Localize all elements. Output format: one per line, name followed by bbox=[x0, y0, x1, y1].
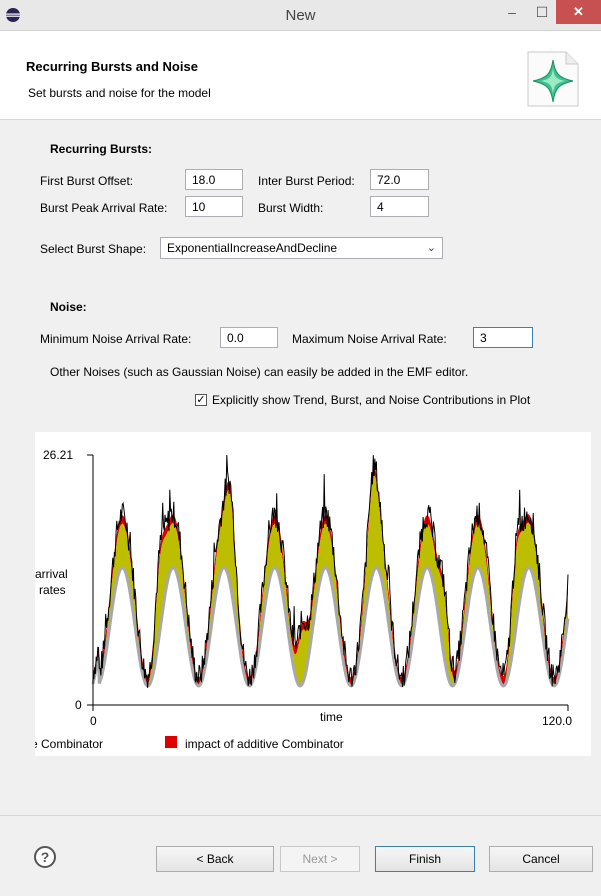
first-burst-offset-label: First Burst Offset: bbox=[40, 174, 134, 188]
show-contributions-label: Explicitly show Trend, Burst, and Noise … bbox=[212, 393, 531, 407]
noise-section-title: Noise: bbox=[50, 300, 87, 314]
arrival-rate-plot: 26.21 0 0 120.0 time arrival rates e Combinator… bbox=[35, 432, 591, 756]
window-title: New bbox=[285, 7, 316, 24]
x-tick-label-start: 0 bbox=[90, 714, 97, 728]
burst-width-label: Burst Width: bbox=[258, 201, 324, 215]
page-title: Recurring Bursts and Noise bbox=[26, 59, 198, 74]
page-subtitle: Set bursts and noise for the model bbox=[28, 86, 211, 100]
x-axis-label: time bbox=[320, 710, 343, 724]
show-contributions-checkbox[interactable]: ✓ bbox=[195, 394, 207, 406]
close-button[interactable]: ✕ bbox=[556, 0, 601, 24]
wizard-banner-icon bbox=[527, 51, 579, 107]
burst-shape-value: ExponentialIncreaseAndDecline bbox=[167, 241, 338, 255]
noise-info-text: Other Noises (such as Gaussian Noise) ca… bbox=[50, 365, 469, 379]
title-bar: New – ☐ ✕ bbox=[0, 0, 601, 31]
x-tick-label-end: 120.0 bbox=[542, 714, 572, 728]
eclipse-icon bbox=[6, 8, 20, 22]
finish-button[interactable]: Finish bbox=[375, 846, 475, 872]
min-noise-input[interactable]: 0.0 bbox=[220, 327, 278, 348]
inter-burst-period-label: Inter Burst Period: bbox=[258, 174, 355, 188]
burst-peak-rate-input[interactable]: 10 bbox=[185, 196, 243, 217]
max-noise-label: Maximum Noise Arrival Rate: bbox=[292, 332, 447, 346]
burst-width-input[interactable]: 4 bbox=[370, 196, 429, 217]
trend-line bbox=[91, 565, 570, 688]
help-icon[interactable]: ? bbox=[34, 846, 56, 868]
back-button[interactable]: < Back bbox=[156, 846, 274, 872]
y-axis-label-line2: rates bbox=[39, 583, 66, 597]
max-noise-input[interactable]: 3 bbox=[473, 327, 533, 348]
y-axis-label-line1: arrival bbox=[35, 567, 68, 581]
legend-label-0: e Combinator bbox=[35, 737, 103, 751]
minimize-button[interactable]: – bbox=[508, 4, 516, 20]
y-tick-label-zero: 0 bbox=[75, 698, 82, 712]
bursts-section-title: Recurring Bursts: bbox=[50, 142, 153, 156]
legend-swatch-1 bbox=[165, 736, 177, 748]
burst-peak-rate-label: Burst Peak Arrival Rate: bbox=[40, 201, 168, 215]
next-button[interactable]: Next > bbox=[280, 846, 360, 872]
wizard-header: Recurring Bursts and Noise Set bursts an… bbox=[0, 31, 601, 120]
y-tick-label-max: 26.21 bbox=[43, 448, 73, 462]
footer-divider bbox=[0, 815, 601, 816]
cancel-button[interactable]: Cancel bbox=[489, 846, 593, 872]
min-noise-label: Minimum Noise Arrival Rate: bbox=[40, 332, 192, 346]
inter-burst-period-input[interactable]: 72.0 bbox=[370, 169, 429, 190]
maximize-button[interactable]: ☐ bbox=[535, 3, 549, 20]
total-line bbox=[92, 454, 569, 688]
chart-svg: 26.21 00 120.0 time arrival rates e Combinator… bbox=[35, 448, 572, 751]
burst-shape-select[interactable]: ExponentialIncreaseAndDecline ⌄ bbox=[160, 237, 443, 259]
first-burst-offset-input[interactable]: 18.0 bbox=[185, 169, 243, 190]
legend-label-1: impact of additive Combinator bbox=[185, 737, 344, 751]
burst-shape-label: Select Burst Shape: bbox=[40, 242, 147, 256]
chevron-down-icon: ⌄ bbox=[426, 242, 436, 254]
